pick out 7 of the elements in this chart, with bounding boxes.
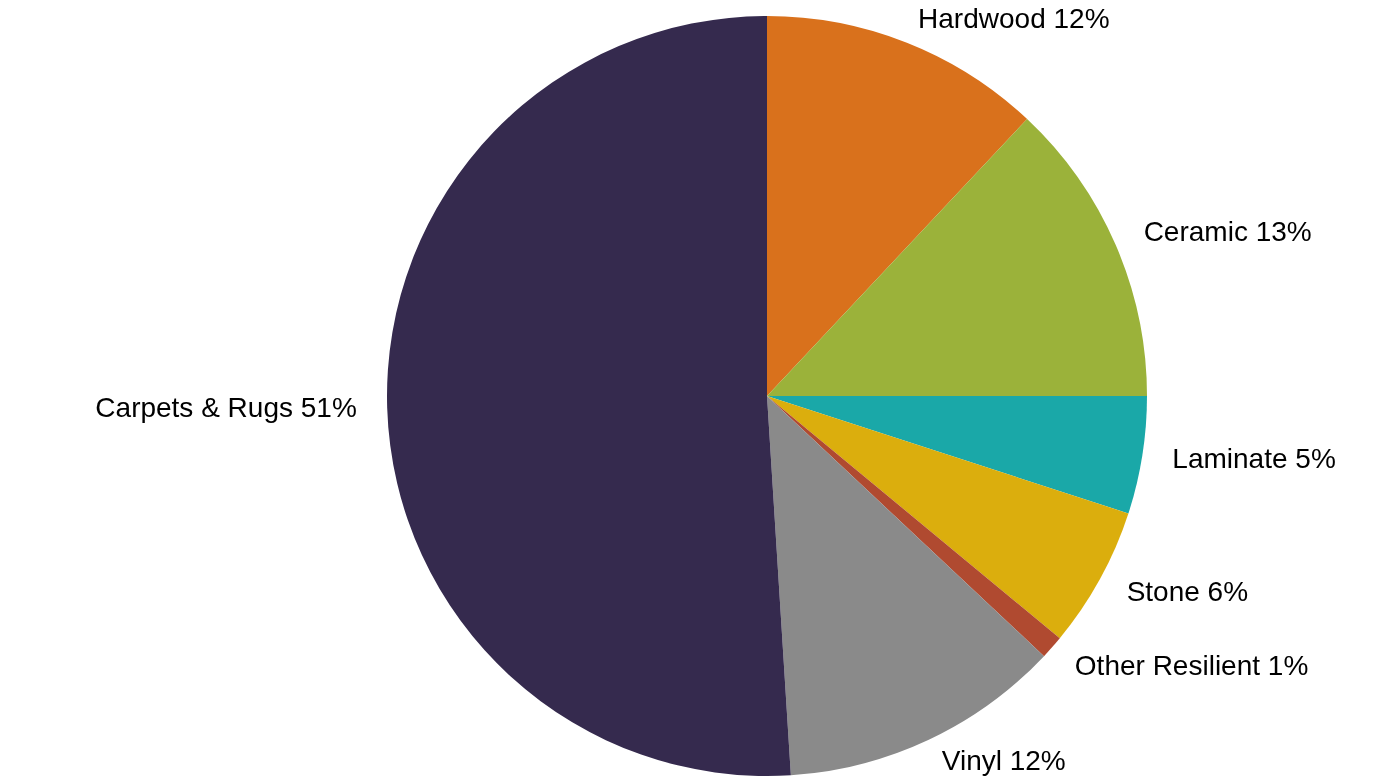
slice-label: Vinyl 12% (941, 744, 1066, 776)
slice-label: Hardwood 12% (918, 2, 1110, 34)
slice-label: Laminate 5% (1172, 442, 1336, 474)
slice-label: Carpets & Rugs 51% (95, 391, 357, 423)
slice-label: Other Resilient 1% (1074, 650, 1309, 682)
slice-label: Ceramic 13% (1143, 215, 1312, 247)
slice-label: Stone 6% (1126, 576, 1249, 608)
